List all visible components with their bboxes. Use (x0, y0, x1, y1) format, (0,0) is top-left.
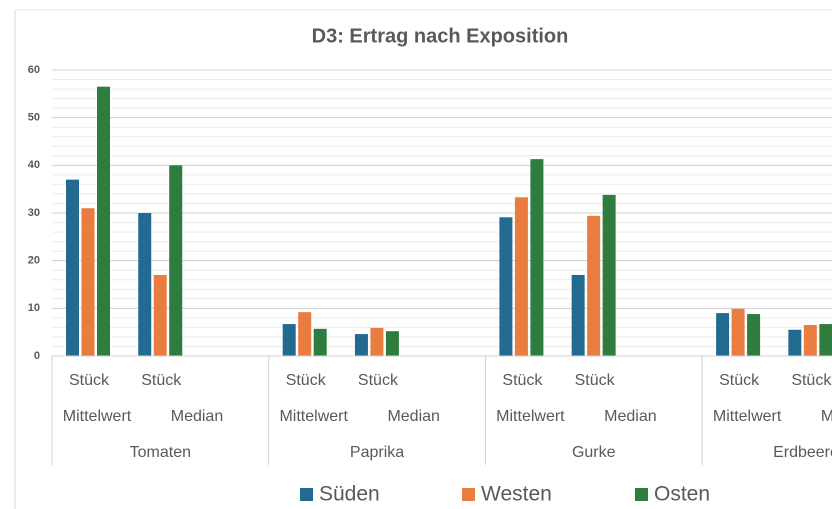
bar (788, 329, 802, 356)
bar (819, 324, 832, 356)
legend-swatch (635, 488, 648, 501)
x-tick-label: Mittelwert (496, 408, 565, 425)
x-tick-label: Stück (358, 372, 399, 389)
bar (282, 324, 296, 356)
legend-label: Westen (481, 483, 552, 506)
x-tick-label: Mittelwert (63, 408, 132, 425)
x-group-label: Tomaten (130, 444, 191, 461)
bar (97, 86, 110, 356)
y-tick-label: 30 (28, 207, 40, 219)
bar (153, 274, 167, 356)
x-tick-label: Median (821, 408, 832, 425)
bar (66, 179, 79, 356)
x-group-label: Gurke (572, 444, 616, 461)
x-tick-label: Mittelwert (713, 408, 782, 425)
bar (530, 159, 544, 356)
x-tick-label: Mittelwert (279, 408, 348, 425)
legend-swatch (300, 488, 313, 501)
bar (571, 274, 585, 356)
legend-swatch (462, 488, 475, 501)
legend-label: Süden (319, 483, 380, 506)
bar (803, 325, 817, 356)
bar (747, 314, 761, 356)
bar (499, 217, 513, 356)
bar (298, 312, 312, 356)
x-tick-label: Median (171, 408, 223, 425)
chart-title: D3: Ertrag nach Exposition (312, 25, 569, 47)
bar (731, 308, 745, 356)
y-tick-label: 40 (28, 159, 40, 171)
y-tick-label: 20 (28, 255, 40, 267)
x-tick-label: Stück (141, 372, 182, 389)
x-tick-label: Stück (719, 372, 760, 389)
y-tick-label: 50 (28, 112, 40, 124)
legend-label: Osten (654, 483, 710, 506)
x-tick-label: Stück (69, 372, 110, 389)
bar (169, 165, 183, 356)
bar (81, 208, 95, 356)
bar (354, 334, 368, 356)
x-tick-label: Stück (286, 372, 327, 389)
x-tick-label: Median (387, 408, 439, 425)
bar (385, 331, 399, 356)
bar (313, 328, 327, 356)
bar (138, 213, 152, 356)
x-group-label: Paprika (350, 444, 404, 461)
x-tick-label: Stück (791, 372, 832, 389)
x-group-label: Erdbeeren (773, 444, 832, 461)
x-tick-label: Stück (502, 372, 543, 389)
y-tick-label: 10 (28, 302, 40, 314)
x-tick-label: Median (604, 408, 656, 425)
y-tick-label: 60 (28, 64, 40, 76)
bar (587, 215, 601, 356)
bar (716, 313, 730, 356)
bar (602, 194, 616, 356)
bar (370, 327, 384, 356)
y-tick-label: 0 (34, 350, 40, 362)
bar (514, 197, 528, 356)
x-tick-label: Stück (575, 372, 616, 389)
